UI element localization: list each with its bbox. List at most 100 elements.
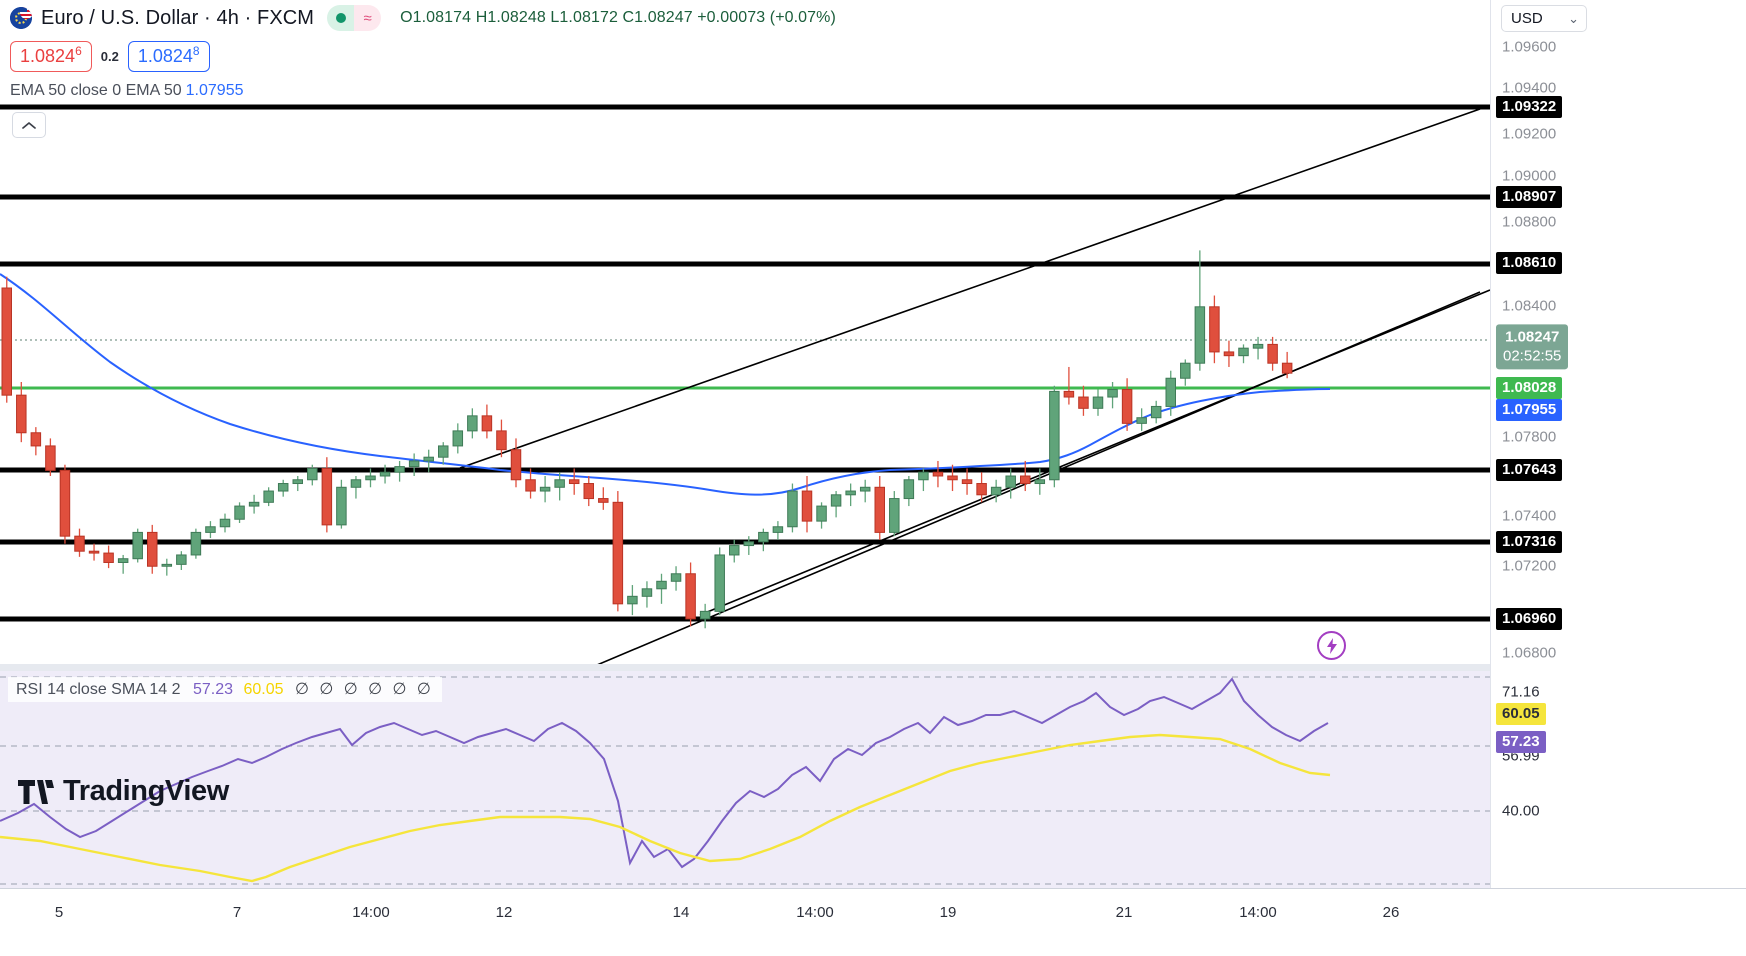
candle-body — [670, 573, 682, 582]
candle-body — [1049, 390, 1060, 481]
pane-separator[interactable] — [0, 664, 1490, 671]
candle-body — [554, 479, 565, 488]
time-axis-label: 14:00 — [1239, 904, 1277, 921]
candle-body — [845, 490, 856, 496]
candle-body — [801, 490, 813, 522]
rsi-chart-pane[interactable]: RSI 14 close SMA 14 2 57.23 60.05 ∅ ∅ ∅ … — [0, 671, 1490, 888]
time-axis-label: 14:00 — [352, 904, 390, 921]
candle-body — [88, 550, 100, 554]
candle-body — [350, 479, 362, 488]
candle-body — [481, 415, 493, 432]
candle-body — [699, 610, 711, 620]
trendlines — [459, 108, 1490, 664]
collapse-pane-button[interactable] — [12, 112, 46, 138]
axis-price-label[interactable]: 1.08247 02:52:55 — [1496, 324, 1569, 370]
candle-body — [612, 501, 624, 605]
rsi-axis-label: 57.23 — [1496, 731, 1546, 753]
candle-body — [1209, 306, 1220, 353]
time-axis-label: 19 — [939, 904, 957, 921]
lightning-alert-icon[interactable] — [1317, 631, 1346, 660]
time-axis[interactable]: 5 7 14:00 12 14 14:00 19 21 14:00 26 — [0, 888, 1746, 956]
candle-body — [1063, 390, 1075, 398]
candle-body — [132, 531, 143, 560]
axis-tick: 1.07400 — [1502, 507, 1557, 525]
candle-body — [16, 394, 27, 434]
candle-body — [234, 505, 245, 520]
axis-tick: 1.07800 — [1502, 428, 1557, 446]
price-chart-pane[interactable] — [0, 100, 1490, 664]
candle-body — [117, 558, 129, 563]
candle-body — [161, 563, 173, 567]
candle-body — [1267, 343, 1278, 364]
axis-tick: 1.08400 — [1502, 297, 1557, 315]
candle-body — [990, 486, 1002, 496]
time-axis-label: 26 — [1382, 904, 1400, 921]
data-quality-icon: ≈ — [354, 5, 382, 31]
candle-body — [830, 494, 842, 507]
candle-body — [103, 552, 114, 563]
rsi-dashed-levels — [0, 676, 1490, 885]
market-status-pills[interactable]: ≈ — [327, 5, 382, 31]
price-chart-svg — [0, 104, 1490, 664]
ema-legend[interactable]: EMA 50 close 0 EMA 50 1.07955 — [10, 82, 244, 100]
candle-body — [714, 554, 725, 612]
axis-tick: 1.07200 — [1502, 557, 1557, 575]
axis-price-label: 1.07955 — [1496, 399, 1563, 421]
axis-price-label: 1.06960 — [1496, 608, 1563, 630]
chevron-up-icon — [22, 121, 36, 129]
time-axis-label: 14 — [672, 904, 690, 921]
candle-body — [30, 432, 42, 447]
candle-body — [379, 471, 391, 477]
currency-label: USD — [1511, 10, 1543, 27]
axis-price-label: 1.07316 — [1496, 531, 1563, 553]
axis-tick: 1.09600 — [1502, 38, 1557, 56]
candle-body — [976, 483, 987, 496]
candle-body — [292, 479, 303, 485]
ema-legend-value: 1.07955 — [185, 82, 244, 99]
time-axis-label: 12 — [495, 904, 513, 921]
candle-body — [816, 505, 827, 522]
candle-body — [874, 486, 885, 533]
candle-body — [1107, 389, 1118, 398]
candle-body — [1020, 475, 1031, 485]
rsi-empty-values: ∅ ∅ ∅ ∅ ∅ ∅ — [294, 681, 434, 698]
candle-body — [1034, 479, 1046, 485]
candle-body — [583, 483, 594, 500]
candle-body — [539, 486, 551, 492]
candle-body — [1165, 377, 1176, 407]
candle-body — [205, 526, 216, 533]
candle-body — [321, 467, 333, 526]
candlestick-series — [1, 250, 1293, 629]
chart-header: Euro / U.S. Dollar · 4h · FXCM ≈ O1.0817… — [0, 0, 1490, 36]
candle-body — [394, 466, 405, 473]
candle-body — [787, 490, 798, 528]
candle-body — [423, 456, 434, 462]
axis-price-label: 1.08028 — [1496, 377, 1563, 399]
symbol-title[interactable]: Euro / U.S. Dollar · 4h · FXCM — [41, 6, 315, 29]
rsi-chart-svg — [0, 676, 1490, 885]
axis-price-label: 1.09322 — [1496, 96, 1563, 118]
rsi-sma-legend-value: 60.05 — [243, 681, 284, 698]
candle-body — [889, 498, 900, 533]
bid-price-box[interactable]: 1.08246 — [10, 41, 92, 72]
currency-selector[interactable]: USD ⌄ — [1501, 5, 1587, 32]
rsi-legend[interactable]: RSI 14 close SMA 14 2 57.23 60.05 ∅ ∅ ∅ … — [8, 677, 442, 702]
candle-body — [1, 287, 12, 396]
candle-body — [656, 580, 667, 590]
ema50-line — [0, 273, 1331, 496]
candle-body — [1150, 405, 1162, 419]
candle-body — [903, 479, 915, 500]
candle-body — [568, 479, 580, 485]
time-axis-label: 21 — [1115, 904, 1133, 921]
ask-price: 1.08248 — [137, 44, 200, 66]
candle-body — [1180, 362, 1191, 379]
ask-price-box[interactable]: 1.08248 — [127, 41, 210, 72]
spread-value: 0.2 — [100, 48, 119, 64]
candle-body — [147, 531, 158, 567]
candle-body — [59, 469, 71, 537]
axis-tick: 1.06800 — [1502, 644, 1557, 662]
candle-body — [1005, 475, 1016, 488]
price-axis[interactable]: USD ⌄ 1.09600 1.09400 1.09200 1.09000 1.0880… — [1490, 0, 1746, 888]
candle-body — [277, 483, 289, 492]
